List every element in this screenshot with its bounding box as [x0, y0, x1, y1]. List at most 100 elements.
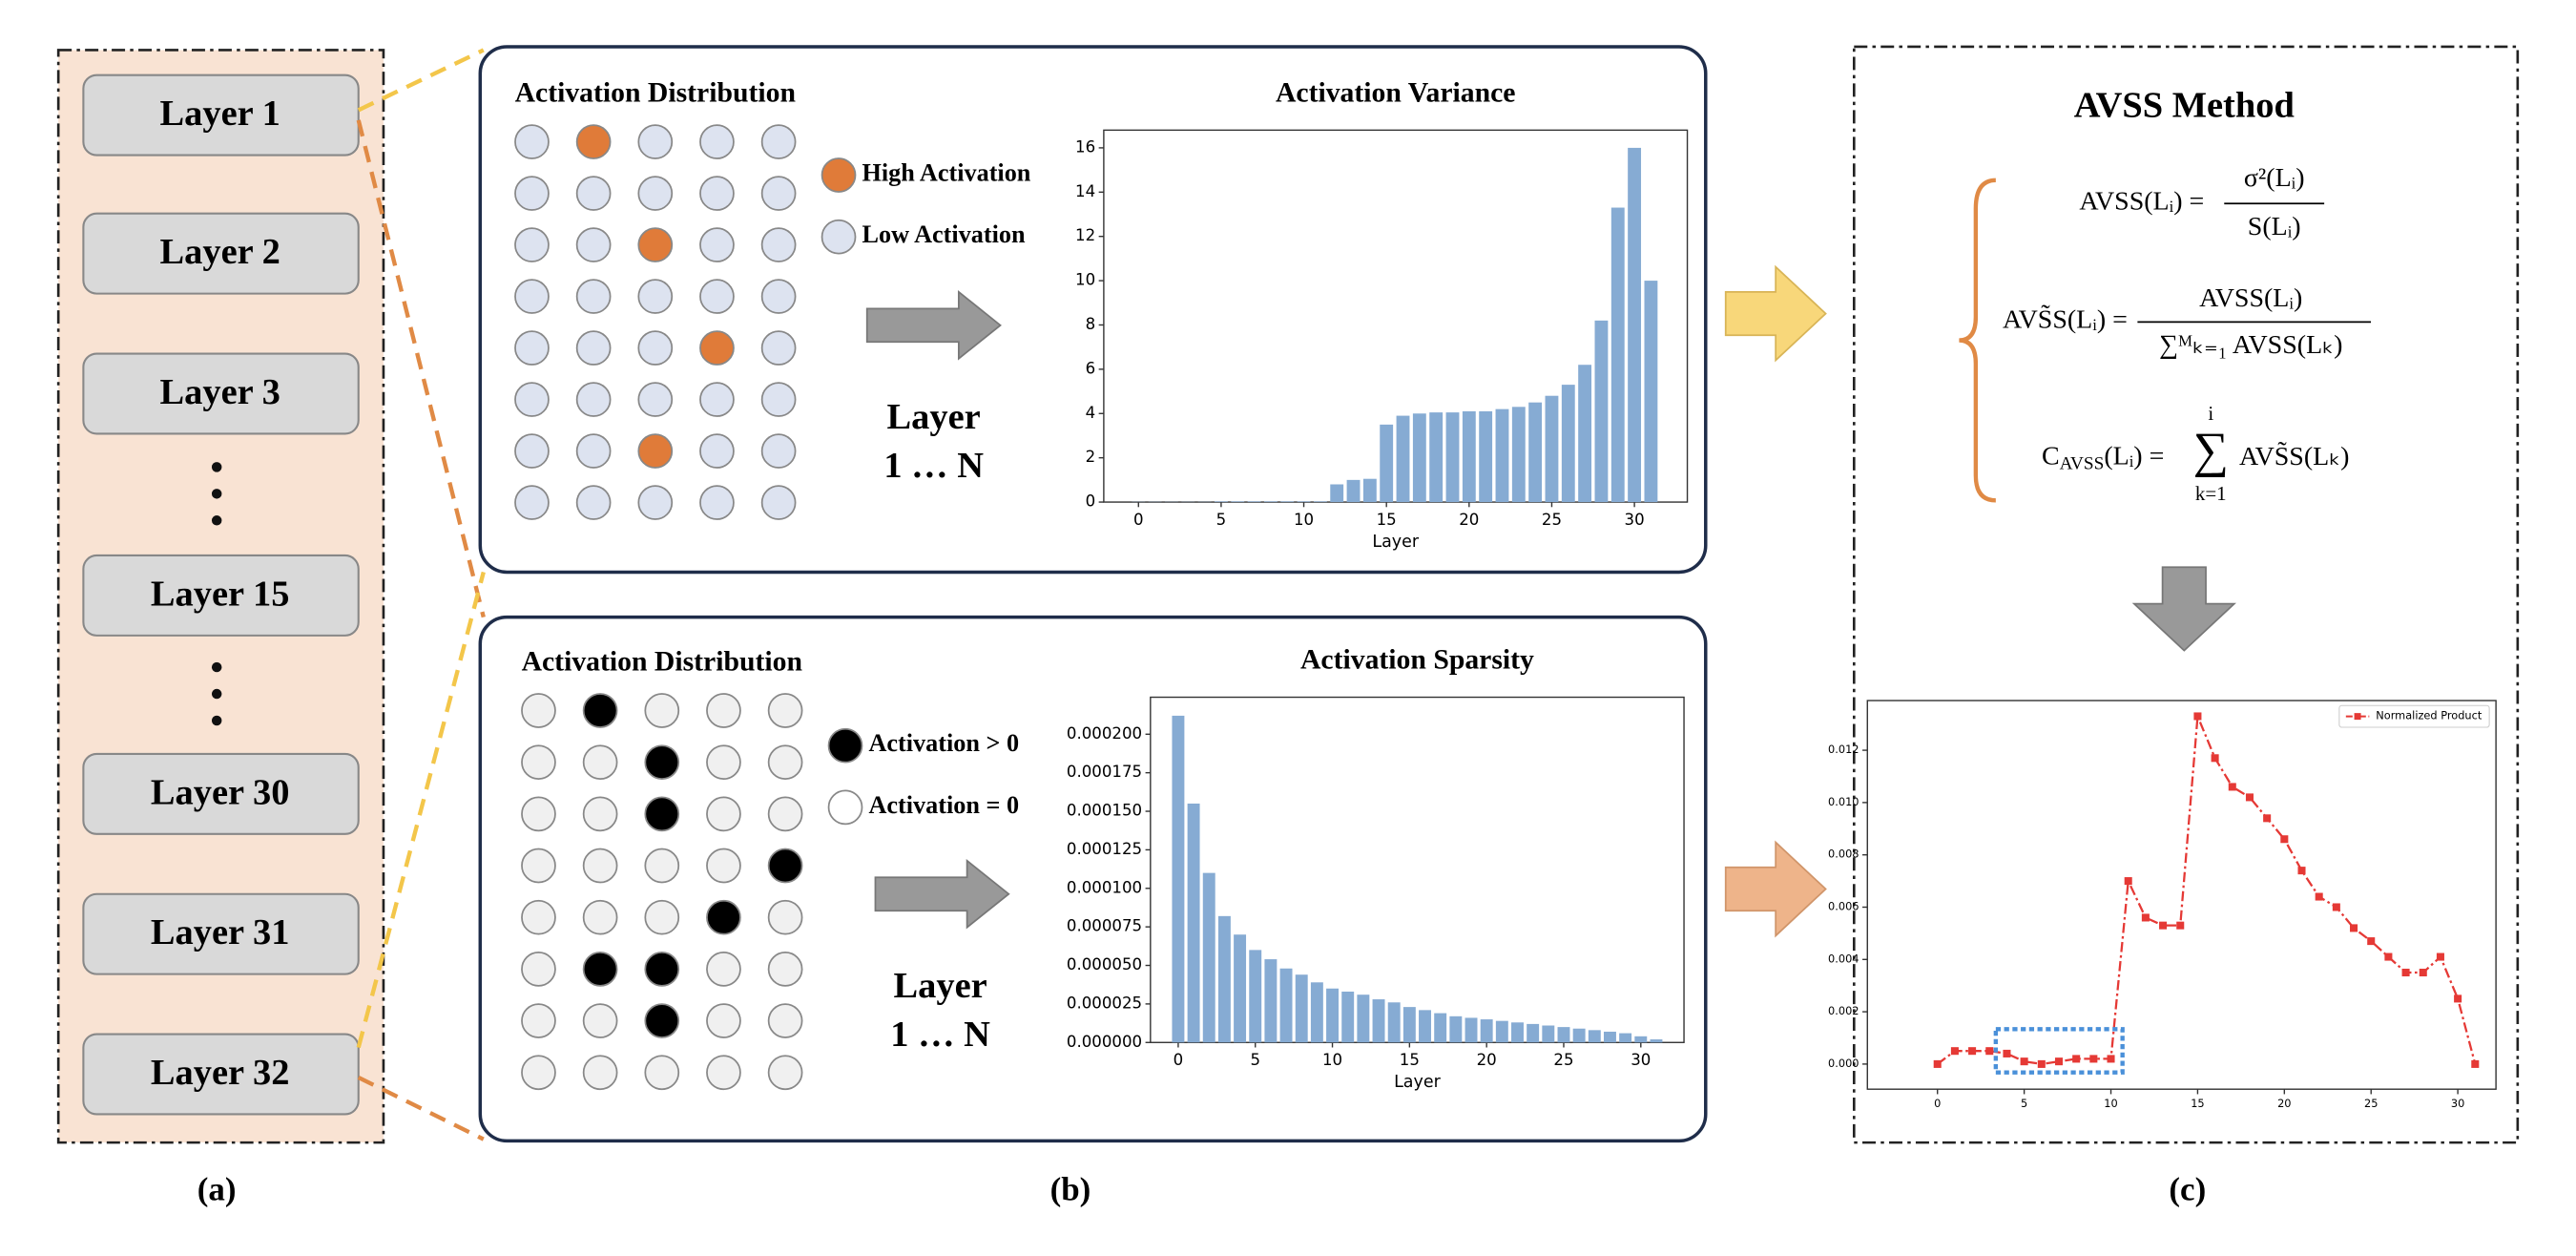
neuron	[706, 848, 741, 884]
bar	[1280, 501, 1295, 503]
arrow-text: Layer	[894, 966, 987, 1006]
layer-box	[82, 554, 360, 637]
x-tick-label: 0	[1934, 1097, 1941, 1110]
neuron	[521, 744, 556, 781]
layer-label: Layer 3	[160, 372, 280, 412]
arrow	[865, 290, 1002, 361]
y-tick-label: 8	[1086, 315, 1096, 333]
neuron	[706, 1003, 741, 1038]
neuron	[706, 744, 741, 781]
x-tick-label: 30	[2451, 1097, 2464, 1110]
bar	[1628, 147, 1642, 503]
arrow-text: 1 … N	[883, 446, 984, 486]
neuron	[637, 227, 674, 262]
y-tick-label: 0.000000	[1067, 1033, 1142, 1051]
bar	[1396, 415, 1410, 503]
marker	[2419, 968, 2427, 977]
bar	[1479, 410, 1493, 503]
neuron	[637, 330, 674, 366]
neuron	[514, 227, 550, 262]
neuron	[575, 433, 612, 469]
neuron	[644, 848, 680, 884]
legend-swatch	[821, 157, 857, 193]
legend-swatch	[821, 219, 857, 255]
x-tick-label: 25	[1542, 511, 1562, 529]
layer-box	[82, 352, 360, 435]
layer-label: Layer 1	[160, 94, 280, 134]
bar	[1234, 934, 1247, 1043]
legend-box	[2338, 704, 2490, 728]
neuron	[767, 796, 803, 832]
avss-panel	[1852, 45, 2520, 1144]
distribution-title: Activation Distribution	[515, 77, 797, 108]
bar	[1528, 402, 1543, 503]
arrow	[874, 858, 1010, 930]
formula-denominator: ∑ᴹₖ₌₁ AVSS(Lₖ)	[2159, 330, 2342, 360]
layer-label: Layer 30	[151, 772, 290, 812]
bar	[1429, 412, 1444, 503]
neuron	[767, 848, 803, 884]
bar	[1264, 959, 1278, 1043]
marker	[2436, 952, 2444, 961]
bar	[1465, 1017, 1478, 1043]
neuron	[760, 382, 797, 417]
bar	[1341, 991, 1355, 1043]
neuron	[637, 176, 674, 211]
highlight-box	[1993, 1027, 2125, 1075]
neuron	[644, 796, 680, 832]
neuron	[637, 124, 674, 159]
panel-label: (a)	[197, 1171, 237, 1208]
bar	[1202, 872, 1215, 1043]
y-tick-label: 0.010	[1828, 795, 1859, 808]
marker	[2280, 835, 2289, 844]
formula-part: (Lᵢ) =	[2104, 442, 2164, 471]
neuron	[699, 330, 735, 366]
bar	[1511, 1022, 1524, 1043]
bar	[1330, 484, 1344, 503]
y-tick-label: 0.000050	[1067, 955, 1142, 973]
y-tick-label: 14	[1075, 182, 1095, 200]
neuron	[637, 485, 674, 520]
neuron	[582, 744, 618, 781]
bar	[1572, 1028, 1586, 1043]
neuron	[514, 279, 550, 314]
marker	[2089, 1055, 2098, 1063]
y-tick-label: 2	[1086, 448, 1096, 466]
neuron	[521, 848, 556, 884]
bar	[1604, 1031, 1616, 1043]
marker	[2297, 867, 2306, 875]
neuron	[521, 1055, 556, 1091]
x-tick-label: 5	[1250, 1051, 1260, 1069]
bar	[1402, 1007, 1416, 1043]
legend-swatch	[827, 727, 863, 764]
x-tick-label: 15	[2191, 1097, 2204, 1110]
bar	[1594, 320, 1609, 503]
neuron	[521, 899, 556, 935]
marker	[2003, 1049, 2011, 1057]
bar	[1247, 501, 1261, 503]
neuron	[637, 382, 674, 417]
x-axis-label: Layer	[1372, 533, 1420, 552]
y-tick-label: 0.000	[1828, 1057, 1859, 1070]
neuron	[767, 899, 803, 935]
neuron	[514, 433, 550, 469]
neuron	[706, 952, 741, 987]
bar	[1419, 1010, 1431, 1043]
marker	[1933, 1059, 1942, 1068]
x-tick-label: 20	[1459, 511, 1479, 529]
bar	[1214, 501, 1228, 503]
bar	[1387, 1002, 1401, 1043]
x-tick-label: 10	[1294, 511, 1314, 529]
bar	[1542, 1025, 1555, 1043]
neuron	[582, 899, 618, 935]
layer-label: Layer 32	[151, 1053, 290, 1093]
bar	[1279, 968, 1293, 1043]
x-axis-label: Layer	[1394, 1073, 1442, 1092]
bar	[1557, 1027, 1570, 1043]
layer-box	[82, 1033, 360, 1116]
y-tick-label: 0.000075	[1067, 917, 1142, 935]
neuron	[514, 382, 550, 417]
bar	[1187, 803, 1200, 1043]
marker	[1985, 1047, 1994, 1056]
chart-title: Activation Variance	[1276, 77, 1516, 108]
